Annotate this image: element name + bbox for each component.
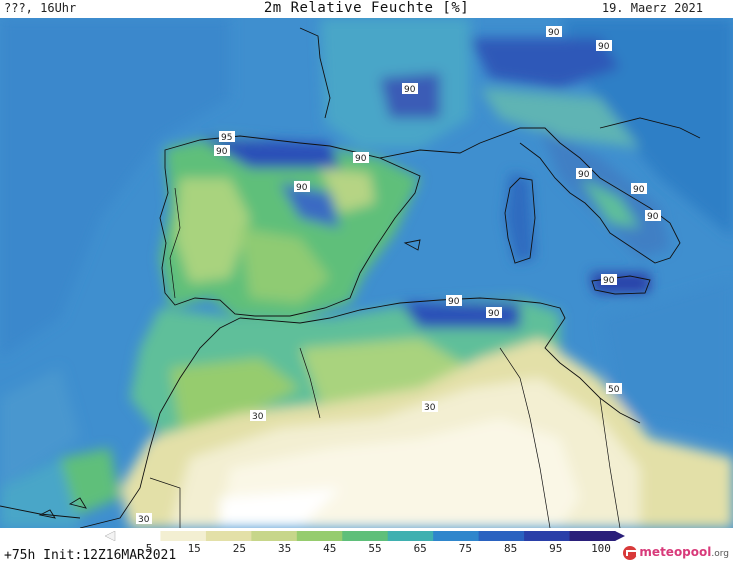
svg-text:30: 30	[138, 515, 150, 525]
legend-tick: 100	[591, 542, 611, 555]
label-north-italy-1: 90	[546, 26, 562, 38]
label-cantabria-90: 90	[214, 145, 230, 157]
color-legend-bar	[105, 531, 625, 541]
meteopool-icon	[623, 545, 639, 560]
legend-tick: 45	[323, 542, 337, 555]
legend-tick: 15	[187, 542, 201, 555]
svg-text:90: 90	[488, 309, 500, 319]
label-cantabria-95: 95	[219, 131, 235, 143]
legend-tick: 25	[232, 542, 247, 555]
valid-date: 19. Maerz 2021	[601, 1, 703, 15]
humidity-map: 90 90 90 95 90 90 90 90 90 90 90 90 90 5…	[0, 18, 733, 529]
borders	[149, 187, 621, 529]
svg-text:90: 90	[216, 147, 228, 157]
label-sahara-west: 30	[136, 513, 152, 525]
svg-text:50: 50	[608, 385, 620, 395]
legend-swatch	[569, 531, 616, 541]
svg-text:90: 90	[647, 212, 659, 222]
header-bar: ???, 16Uhr 2m Relative Feuchte [%] 19. M…	[0, 0, 733, 18]
map-svg: 90 90 90 95 90 90 90 90 90 90 90 90 90 5…	[0, 18, 733, 529]
label-algeria-2: 90	[486, 307, 502, 319]
svg-text:90: 90	[548, 28, 560, 38]
legend-swatch	[342, 531, 389, 541]
coastlines	[0, 27, 701, 529]
label-north-italy-2: 90	[596, 40, 612, 52]
svg-text:90: 90	[578, 170, 590, 180]
svg-text:90: 90	[355, 154, 367, 164]
svg-text:95: 95	[221, 133, 232, 143]
label-libya: 50	[606, 383, 622, 395]
legend-tick: 5	[145, 542, 153, 555]
legend-swatch	[115, 531, 161, 541]
label-italy-west: 90	[576, 168, 592, 180]
svg-text:90: 90	[448, 297, 460, 307]
contour-labels: 90 90 90 95 90 90 90 90 90 90 90 90 90 5…	[136, 26, 661, 525]
legend-arrow-right	[615, 531, 625, 541]
legend-swatch	[433, 531, 480, 541]
legend-swatch	[478, 531, 525, 541]
svg-text:90: 90	[633, 185, 645, 195]
label-italy-heel: 90	[645, 210, 661, 222]
legend-swatch	[205, 531, 252, 541]
legend-swatch	[251, 531, 298, 541]
label-ebro: 90	[353, 152, 369, 164]
init-time: +75h Init:12Z16MAR2021	[4, 548, 177, 563]
label-algeria-1: 90	[446, 295, 462, 307]
location-label: ???, 16Uhr	[4, 1, 77, 15]
label-italy-south: 90	[631, 183, 647, 195]
svg-text:90: 90	[296, 183, 308, 193]
legend-tick: 85	[503, 542, 518, 555]
label-sicily: 90	[601, 274, 617, 286]
legend-swatch	[524, 531, 571, 541]
legend-arrow-left	[105, 531, 116, 541]
svg-text:90: 90	[404, 85, 416, 95]
label-iberia-center: 90	[294, 181, 310, 193]
label-france-south: 90	[402, 83, 418, 95]
legend-swatch	[296, 531, 343, 541]
label-algeria-south: 30	[422, 401, 438, 413]
label-morocco-south: 30	[250, 410, 266, 422]
svg-text:90: 90	[603, 276, 615, 286]
legend-swatch	[160, 531, 207, 541]
footer-bar: 5 15 25 35 45 55 65 75 85 95 100 +75h Init:12Z16MA…	[0, 528, 733, 566]
legend-tick: 95	[549, 542, 563, 555]
legend-tick: 65	[413, 542, 427, 555]
legend-tick: 75	[458, 542, 473, 555]
meteopool-logo[interactable]: meteopool.org	[623, 545, 729, 560]
legend-tick: 55	[368, 542, 382, 555]
svg-text:90: 90	[598, 42, 610, 52]
svg-text:30: 30	[424, 403, 436, 413]
legend-swatch	[387, 531, 434, 541]
legend-tick: 35	[277, 542, 292, 555]
svg-text:30: 30	[252, 412, 264, 422]
map-title: 2m Relative Feuchte [%]	[263, 0, 470, 16]
